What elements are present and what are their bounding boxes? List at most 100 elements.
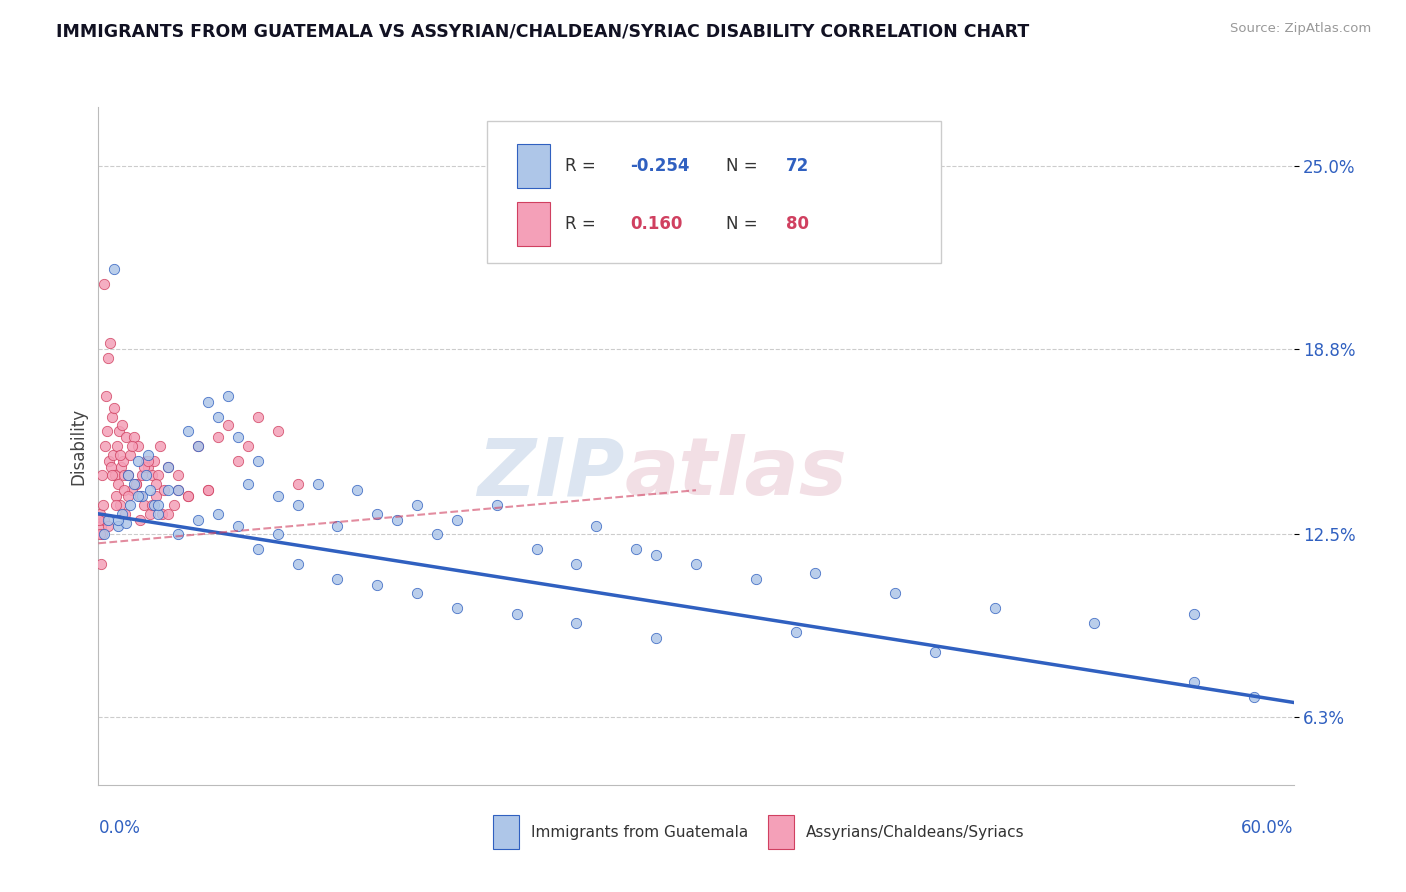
Point (924, 645, 946, 659)
Point (226, 518, 249, 533)
Point (585, 518, 607, 533)
Point (143, 454, 166, 468)
Point (103, 448, 125, 462)
Point (246, 454, 269, 468)
Point (89, 527, 111, 541)
Text: N =: N = (725, 157, 762, 175)
Point (177, 489, 200, 503)
Point (226, 430, 249, 444)
Point (127, 439, 149, 453)
Text: 60.0%: 60.0% (1241, 819, 1294, 837)
Point (135, 468, 157, 483)
Text: R =: R = (565, 157, 600, 175)
Point (177, 489, 200, 503)
Text: ZIP: ZIP (477, 434, 624, 512)
Point (207, 430, 229, 444)
Point (187, 439, 209, 453)
Point (131, 489, 153, 503)
Point (167, 468, 190, 483)
Point (157, 459, 180, 474)
Point (89, 507, 111, 521)
Point (267, 424, 290, 438)
Point (110, 459, 132, 474)
Point (127, 489, 149, 503)
Point (91, 468, 114, 483)
Point (565, 557, 588, 571)
Point (143, 498, 166, 512)
Point (385, 513, 409, 527)
FancyBboxPatch shape (486, 120, 941, 263)
Text: N =: N = (725, 215, 762, 233)
Point (1182, 674, 1205, 689)
Point (94, 439, 117, 453)
Point (139, 483, 162, 498)
Point (366, 577, 388, 591)
Point (197, 483, 219, 498)
Point (197, 483, 219, 498)
Point (884, 586, 907, 600)
Point (90, 557, 112, 571)
Point (121, 483, 143, 498)
Point (197, 394, 219, 409)
Point (526, 542, 548, 557)
Point (96, 389, 118, 403)
Text: atlas: atlas (624, 434, 846, 512)
Point (406, 498, 429, 512)
Point (98, 454, 121, 468)
Point (148, 498, 170, 512)
Point (1182, 607, 1205, 621)
Point (326, 518, 349, 533)
Point (645, 631, 668, 645)
Point (1243, 690, 1265, 704)
Point (134, 459, 156, 474)
Point (93, 498, 115, 512)
Point (120, 498, 142, 512)
Point (267, 527, 290, 541)
Y-axis label: Disability: Disability (69, 408, 87, 484)
Point (246, 409, 269, 424)
Point (506, 607, 529, 621)
Point (207, 409, 229, 424)
Point (141, 498, 163, 512)
Point (136, 448, 159, 462)
Point (236, 439, 259, 453)
Point (626, 542, 648, 557)
Point (485, 498, 508, 512)
Point (287, 477, 309, 491)
Point (565, 615, 588, 630)
Point (117, 489, 139, 503)
Point (136, 454, 159, 468)
Text: 80: 80 (786, 215, 808, 233)
Point (96, 424, 118, 438)
Point (187, 439, 209, 453)
Point (167, 483, 190, 498)
Point (104, 468, 127, 483)
Point (107, 513, 129, 527)
Point (366, 507, 388, 521)
Point (236, 477, 259, 491)
Point (98, 335, 122, 350)
FancyBboxPatch shape (517, 144, 550, 188)
Point (141, 468, 163, 483)
Point (287, 557, 309, 571)
Point (145, 477, 167, 491)
Point (150, 507, 173, 521)
FancyBboxPatch shape (494, 815, 519, 849)
Text: 72: 72 (786, 157, 808, 175)
Point (187, 513, 209, 527)
Point (127, 454, 149, 468)
Point (93, 527, 115, 541)
Point (97, 518, 120, 533)
Point (157, 459, 180, 474)
Point (97, 513, 120, 527)
FancyBboxPatch shape (768, 815, 794, 849)
Point (177, 424, 200, 438)
Point (446, 513, 468, 527)
Point (129, 489, 152, 503)
Point (97, 351, 120, 365)
Point (645, 548, 668, 562)
Point (101, 409, 124, 424)
Point (148, 507, 170, 521)
Point (111, 507, 134, 521)
Point (112, 454, 135, 468)
